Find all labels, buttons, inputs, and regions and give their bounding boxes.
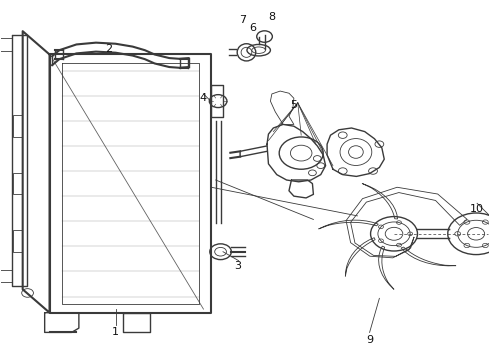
Bar	[13, 116, 22, 137]
Text: 7: 7	[239, 15, 246, 26]
Text: 8: 8	[269, 12, 275, 22]
Text: 6: 6	[249, 23, 256, 33]
Bar	[13, 230, 22, 252]
Text: 4: 4	[200, 93, 207, 103]
Text: 10: 10	[470, 204, 484, 214]
Text: 2: 2	[105, 44, 112, 54]
Text: 5: 5	[291, 100, 297, 110]
Text: 9: 9	[366, 334, 373, 345]
Bar	[13, 173, 22, 194]
Text: 3: 3	[234, 261, 241, 271]
Text: 1: 1	[112, 327, 119, 337]
